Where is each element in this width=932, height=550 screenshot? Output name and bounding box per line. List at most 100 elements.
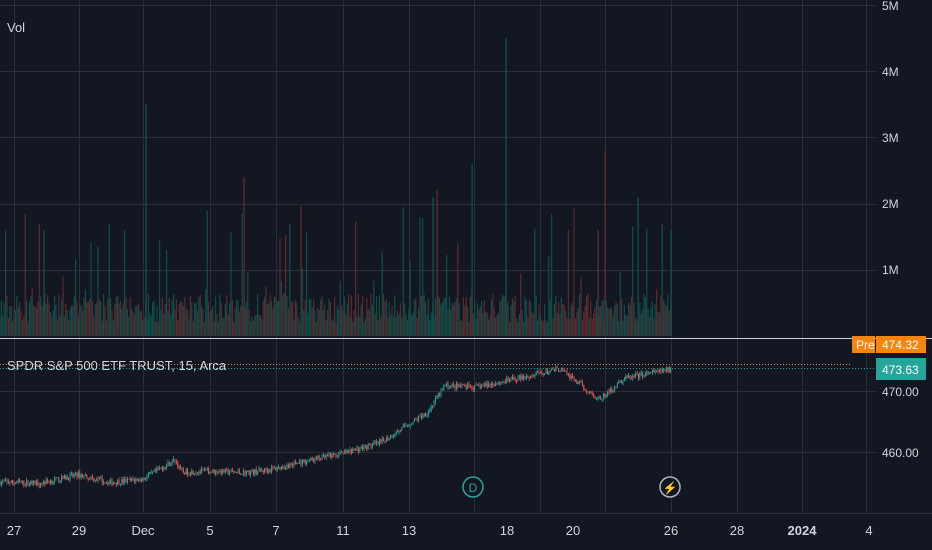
candle-body: [100, 478, 102, 479]
volume-bar: [605, 301, 607, 336]
candle-body: [367, 444, 369, 450]
price-axis-tick-470: 470.00: [882, 385, 919, 399]
volume-bar: [159, 240, 161, 336]
volume-bar: [317, 307, 319, 336]
candle-body: [26, 480, 28, 485]
candle-body: [433, 403, 435, 407]
volume-bar: [615, 301, 617, 336]
volume-bar: [156, 305, 158, 336]
volume-bar: [69, 309, 71, 336]
candle-body: [614, 386, 616, 391]
candle-body: [385, 437, 387, 443]
volume-bar: [420, 295, 422, 336]
split-marker[interactable]: ⚡: [659, 476, 681, 498]
candle-body: [541, 371, 543, 374]
candle-body: [230, 470, 232, 473]
volume-bar: [12, 321, 14, 336]
candle-body: [476, 384, 478, 386]
candle-body: [555, 367, 557, 372]
volume-bar: [567, 230, 569, 336]
volume-bar: [488, 319, 490, 336]
time-axis[interactable]: 27 29 Dec 5 7 11 13 18 20 26 28 2024 4: [7, 523, 873, 538]
volume-bar: [439, 297, 441, 336]
volume-bar: [163, 313, 165, 336]
candle-body: [6, 479, 8, 482]
volume-bar: [381, 251, 383, 336]
candle-body: [114, 482, 116, 484]
candle-body: [261, 469, 263, 471]
volume-bar: [104, 306, 106, 336]
volume-bar: [139, 310, 141, 336]
volume-bar: [637, 197, 639, 336]
candle-body: [560, 368, 562, 372]
candle-body: [604, 394, 606, 398]
symbol-legend[interactable]: SPDR S&P 500 ETF TRUST, 15, Arca: [7, 358, 227, 373]
candle-body: [616, 383, 618, 388]
candle-body: [199, 472, 201, 473]
volume-bar: [107, 298, 109, 336]
candle-body: [16, 482, 18, 484]
volume-bar: [436, 190, 438, 336]
volume-bar: [13, 307, 15, 336]
volume-bar: [94, 304, 96, 336]
candle-body: [551, 368, 553, 371]
volume-bar: [240, 305, 242, 336]
volume-bar: [121, 309, 123, 336]
volume-bar: [54, 295, 56, 336]
candle-body: [506, 378, 508, 383]
candle-body: [279, 467, 281, 470]
candle-body: [402, 425, 404, 428]
volume-bar: [553, 303, 555, 336]
volume-bar: [321, 296, 323, 336]
candle-body: [345, 451, 347, 453]
volume-bar: [656, 289, 658, 336]
volume-bar: [493, 308, 495, 336]
volume-bar: [181, 302, 183, 336]
volume-bar: [450, 309, 452, 336]
volume-bar: [378, 295, 380, 336]
candle-body: [601, 399, 603, 400]
volume-bar: [464, 305, 466, 336]
candle-body: [47, 479, 49, 482]
candle-body: [44, 481, 46, 484]
volume-bar: [198, 297, 200, 336]
candle-body: [213, 469, 215, 474]
candle-body: [531, 375, 533, 377]
volume-bar: [481, 301, 483, 336]
candle-body: [427, 411, 429, 415]
time-axis-label: 20: [566, 523, 580, 538]
volume-bar: [426, 314, 428, 336]
candle-body: [182, 470, 184, 473]
volume-bar: [320, 300, 322, 336]
volume-bar: [216, 314, 218, 336]
volume-bar: [422, 218, 424, 336]
candle-body: [636, 373, 638, 375]
volume-bar: [314, 310, 316, 336]
volume-bar: [626, 315, 628, 336]
volume-bar: [243, 177, 245, 336]
volume-bar: [588, 318, 590, 336]
candle-body: [180, 467, 182, 469]
volume-bar: [574, 318, 576, 336]
volume-bar: [34, 305, 36, 336]
dividend-marker[interactable]: D: [462, 476, 484, 498]
volume-bar: [237, 300, 239, 336]
candle-body: [511, 376, 513, 379]
candle-body: [381, 438, 383, 442]
candle-body: [441, 388, 443, 390]
volume-bar: [643, 294, 645, 336]
candle-body: [352, 448, 354, 453]
volume-bar: [530, 302, 532, 336]
candle-body: [135, 479, 137, 482]
volume-bar: [306, 232, 308, 336]
candle-body: [310, 457, 312, 461]
volume-bar: [339, 281, 341, 336]
candle-body: [378, 440, 380, 444]
candle-body: [566, 370, 568, 375]
candle-body: [173, 459, 175, 461]
candle-body: [181, 467, 183, 471]
volume-bar: [136, 305, 138, 336]
volume-bar: [500, 299, 502, 336]
candle-body: [537, 372, 539, 373]
